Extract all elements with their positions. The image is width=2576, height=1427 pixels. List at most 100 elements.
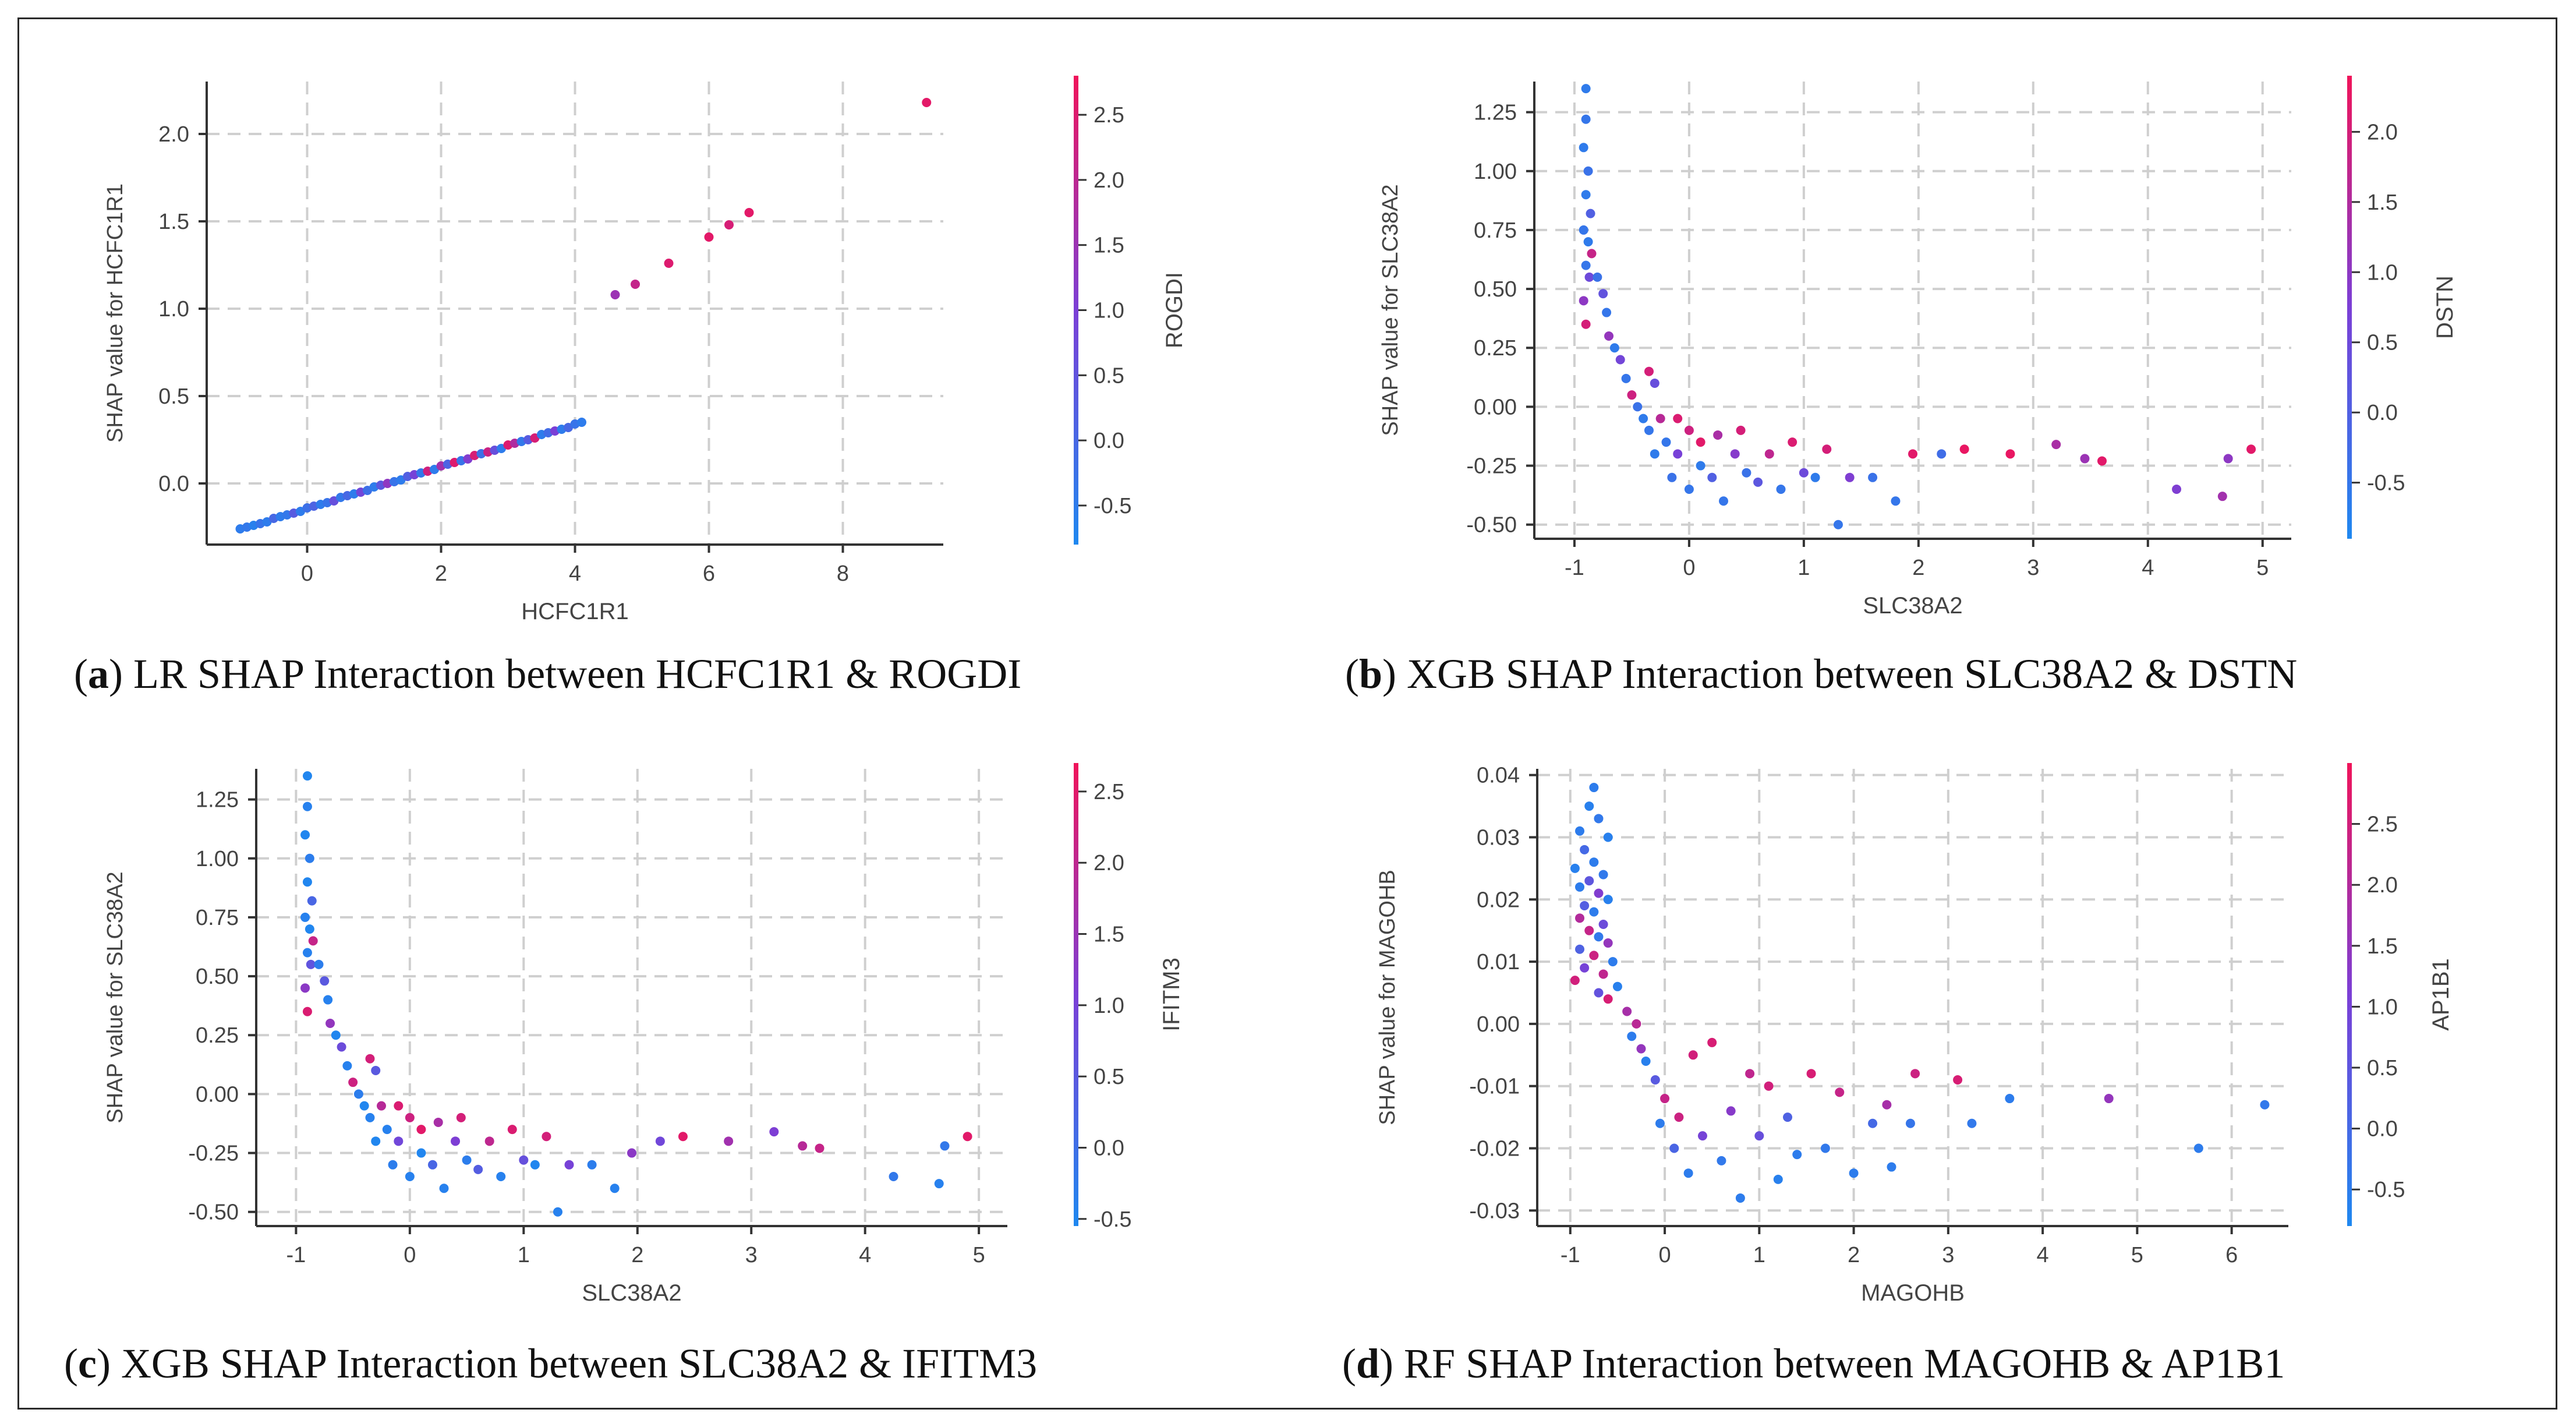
scatter-point — [473, 1164, 483, 1174]
x-tick-label: 3 — [2027, 556, 2039, 580]
scatter-point — [325, 1019, 335, 1029]
scatter-point — [371, 1136, 381, 1146]
scatter-point — [1669, 1143, 1679, 1153]
x-tick-label: -1 — [286, 1243, 306, 1267]
scatter-point — [1742, 468, 1751, 478]
scatter-point — [1845, 472, 1855, 482]
y-tick-label: -0.01 — [1469, 1075, 1520, 1099]
y-tick-label: 1.25 — [1474, 101, 1517, 125]
caption-b-text: XGB SHAP Interaction between SLC38A2 & D… — [1396, 651, 2298, 697]
y-tick-label: 0.25 — [196, 1023, 239, 1048]
scatter-point — [1603, 938, 1613, 948]
scatter-point — [1598, 870, 1608, 879]
scatter-point — [1615, 355, 1625, 365]
scatter-point — [1594, 814, 1604, 824]
y-axis-label: SHAP value for SLC38A2 — [1378, 184, 1403, 436]
scatter-point — [1579, 143, 1588, 153]
colorbar-tick-label: 2.0 — [1094, 851, 1124, 875]
scatter-point — [1627, 1032, 1637, 1041]
colorbar-tick-label: 2.5 — [1094, 103, 1124, 128]
y-axis-label: SHAP value for HCFC1R1 — [103, 183, 128, 443]
scatter-point — [1959, 444, 1969, 454]
scatter-point — [1684, 425, 1694, 435]
y-tick-label: -0.25 — [188, 1142, 239, 1166]
scatter-point — [462, 1155, 472, 1165]
scatter-point — [934, 1179, 944, 1189]
colorbar-tick-label: 0.0 — [1094, 1136, 1124, 1160]
colorbar-tick-label: 2.0 — [1094, 168, 1124, 193]
colorbar-tick-label: 0.5 — [2367, 331, 2398, 355]
scatter-point — [1603, 895, 1613, 905]
colorbar-tick-label: 2.0 — [2367, 873, 2398, 898]
colorbar — [2347, 76, 2352, 539]
scatter-point — [1622, 1006, 1632, 1016]
colorbar-tick-label: 0.5 — [1094, 363, 1124, 388]
scatter-point — [815, 1143, 825, 1153]
scatter-point — [300, 912, 310, 922]
scatter-point — [302, 1006, 312, 1016]
scatter-point — [1593, 272, 1602, 282]
colorbar-tick-label: 0.5 — [2367, 1056, 2398, 1080]
colorbar-tick-label: 1.5 — [2367, 190, 2398, 215]
scatter-point — [1580, 845, 1590, 854]
x-tick-label: 6 — [2225, 1243, 2238, 1267]
scatter-point — [1581, 84, 1591, 94]
scatter-point — [1632, 1019, 1641, 1029]
x-tick-label: -1 — [1561, 1243, 1580, 1267]
y-tick-label: 1.0 — [158, 297, 189, 322]
scatter-point — [405, 1112, 415, 1122]
scatter-point — [1810, 472, 1820, 482]
colorbar-tick-label: -0.5 — [1094, 1207, 1131, 1232]
scatter-point — [1820, 1143, 1830, 1153]
scatter-point — [348, 1078, 358, 1087]
scatter-point — [382, 1125, 392, 1135]
colorbar-tick-label: 1.0 — [1094, 994, 1124, 1018]
scatter-point — [1887, 1162, 1896, 1172]
scatter-point — [394, 1136, 404, 1146]
y-tick-label: 1.00 — [196, 847, 239, 871]
scatter-point — [1644, 366, 1654, 376]
scatter-point — [1764, 1081, 1774, 1091]
scatter-point — [1586, 209, 1595, 218]
scatter-point — [631, 280, 640, 289]
scatter-point — [1612, 981, 1622, 991]
scatter-point — [1583, 237, 1593, 247]
colorbar-tick-label: 2.5 — [1094, 780, 1124, 804]
colorbar-label: DSTN — [2432, 275, 2458, 339]
scatter-point — [433, 1117, 443, 1127]
scatter-point — [664, 259, 674, 268]
scatter-point — [542, 1132, 551, 1142]
scatter-point — [1660, 1094, 1670, 1104]
scatter-point — [353, 1089, 363, 1099]
scatter-point — [1579, 225, 1588, 235]
caption-a: (a) LR SHAP Interaction between HCFC1R1 … — [74, 651, 1022, 697]
colorbar-tick-label: -0.5 — [1094, 494, 1131, 518]
colorbar-tick-label: -0.5 — [2367, 471, 2405, 496]
scatter-point — [2005, 449, 2015, 459]
y-tick-label: 0.02 — [1477, 888, 1520, 912]
scatter-point — [1683, 1168, 1693, 1178]
scatter-point — [1627, 390, 1637, 400]
scatter-point — [1602, 308, 1612, 317]
scatter-point — [2223, 454, 2233, 464]
scatter-point — [922, 98, 932, 107]
x-tick-label: 0 — [1658, 1243, 1671, 1267]
scatter-point — [577, 418, 586, 427]
scatter-point — [416, 1125, 426, 1135]
scatter-point — [587, 1160, 597, 1170]
scatter-point — [1655, 1118, 1665, 1128]
x-tick-label: 2 — [1912, 556, 1924, 580]
scatter-point — [1608, 957, 1618, 967]
y-tick-label: 0.01 — [1477, 950, 1520, 974]
scatter-point — [394, 1101, 404, 1111]
y-tick-label: 0.5 — [158, 384, 189, 409]
y-tick-label: -0.50 — [1466, 513, 1517, 538]
scatter-point — [1835, 1087, 1845, 1097]
colorbar-tick-label: 0.5 — [1094, 1065, 1124, 1089]
colorbar-tick-label: 0.0 — [2367, 1117, 2398, 1142]
scatter-point — [610, 1184, 620, 1193]
scatter-point — [1822, 444, 1832, 454]
scatter-point — [1641, 1056, 1651, 1066]
colorbar-tick-label: 0.0 — [1094, 429, 1124, 453]
